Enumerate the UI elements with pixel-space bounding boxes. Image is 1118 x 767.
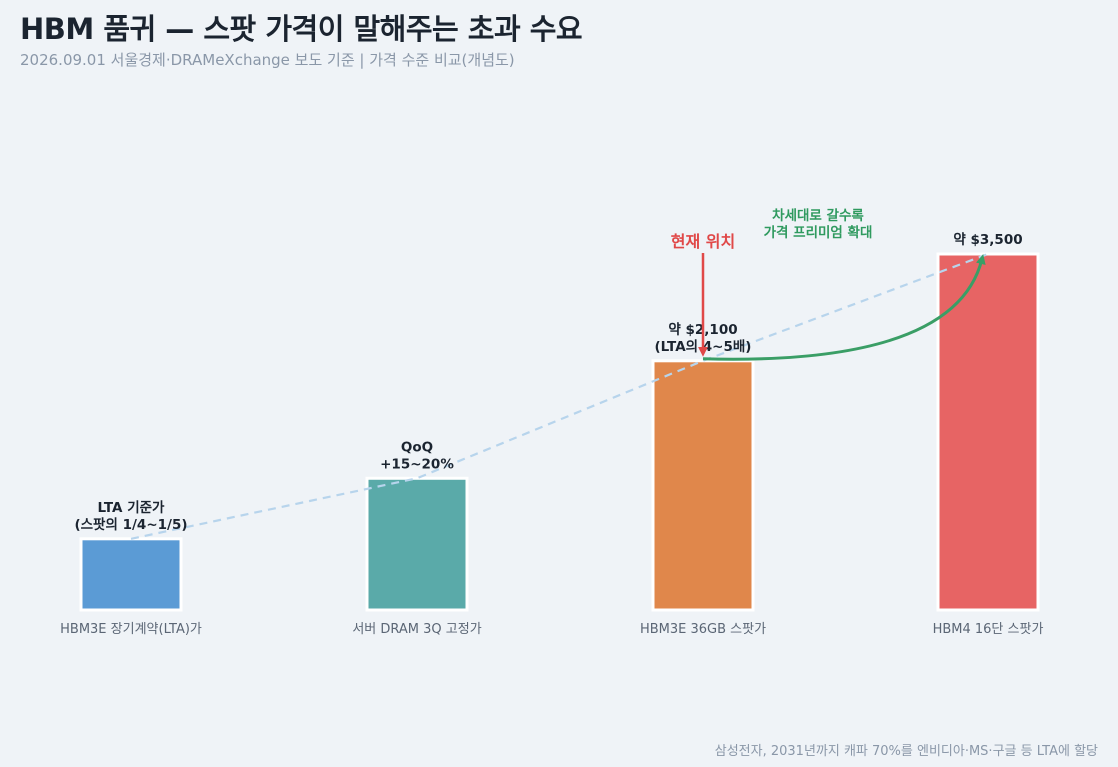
footnote: 삼성전자, 2031년까지 캐파 70%를 엔비디아·MS·구글 등 LTA에 …: [714, 744, 1098, 759]
chart-subtitle: 2026.09.01 서울경제·DRAMeXchange 보도 기준 | 가격 …: [20, 51, 515, 69]
value-label-2-2: +15~20%: [380, 456, 454, 472]
category-label-1: HBM3E 장기계약(LTA)가: [60, 622, 202, 637]
premium-annotation-1: 차세대로 갈수록: [772, 208, 864, 224]
value-label-1-2: (스팟의 1/4~1/5): [74, 516, 187, 533]
premium-annotation-2: 가격 프리미엄 확대: [764, 224, 873, 241]
bar-3: [651, 359, 755, 612]
bar-1: [79, 537, 183, 612]
category-label-4: HBM4 16단 스팟가: [933, 622, 1044, 637]
category-label-3: HBM3E 36GB 스팟가: [640, 622, 766, 637]
bar-4: [936, 252, 1040, 612]
value-label-2-1: QoQ: [401, 439, 433, 455]
premium-curve-arrow: [702, 254, 986, 361]
value-label-4-1: 약 $3,500: [953, 231, 1022, 248]
category-label-2: 서버 DRAM 3Q 고정가: [352, 622, 481, 637]
trend-dashed-line: [130, 252, 989, 540]
bar-2: [365, 476, 469, 612]
chart-title: HBM 품귀 — 스팟 가격이 말해주는 초과 수요: [20, 12, 583, 46]
current-position-label: 현재 위치: [671, 232, 735, 251]
value-label-1-1: LTA 기준가: [98, 500, 166, 516]
